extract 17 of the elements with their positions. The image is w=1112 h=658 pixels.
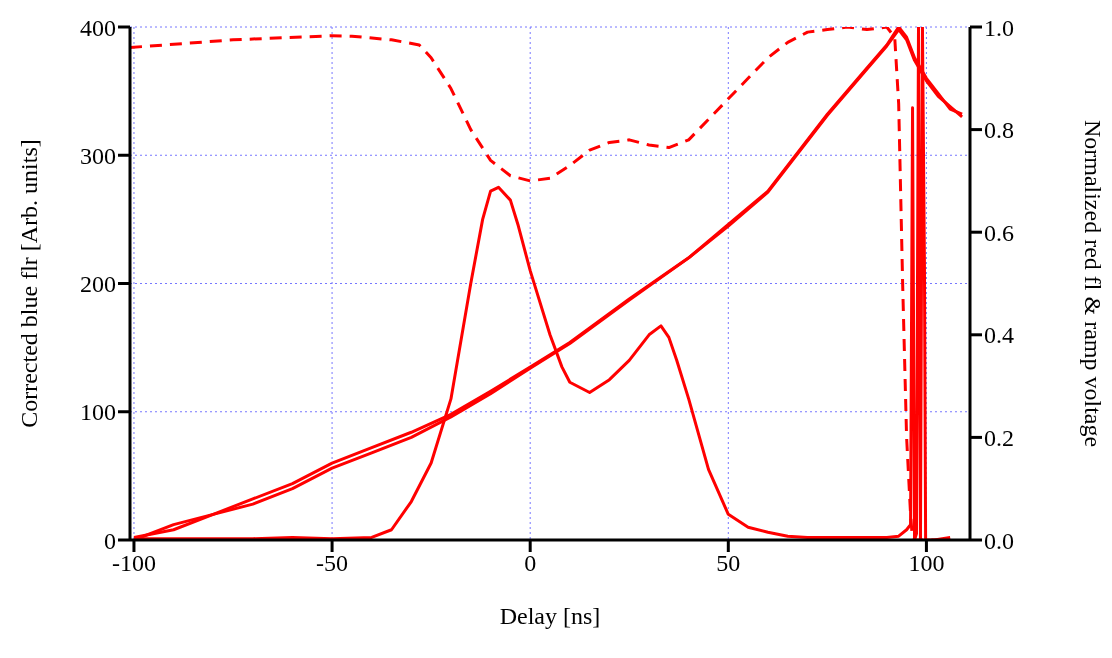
x-axis-title: Delay [ns] [499, 603, 601, 629]
y2-tick-label: 0.8 [984, 117, 1014, 144]
x-tick-label: -50 [316, 550, 349, 577]
y-axis-title: Corrected blue flr [Arb. units] [15, 139, 42, 428]
y2-tick-label: 0.0 [984, 527, 1014, 554]
y-tick-label: 100 [80, 399, 116, 426]
y2-axis-title: Normalized red fl & ramp voltage [1080, 119, 1107, 448]
y-tick-label: 400 [80, 14, 116, 41]
x-tick-label: 50 [716, 550, 741, 577]
y-tick-label: 300 [80, 142, 116, 169]
x-tick-label: 100 [908, 550, 945, 577]
x-tick-label: 0 [524, 550, 537, 577]
y2-tick-label: 1.0 [984, 14, 1014, 41]
y2-tick-label: 0.4 [984, 322, 1014, 349]
y2-tick-label: 0.2 [984, 424, 1014, 451]
y-tick-label: 200 [80, 271, 116, 298]
y2-tick-label: 0.6 [984, 219, 1014, 246]
